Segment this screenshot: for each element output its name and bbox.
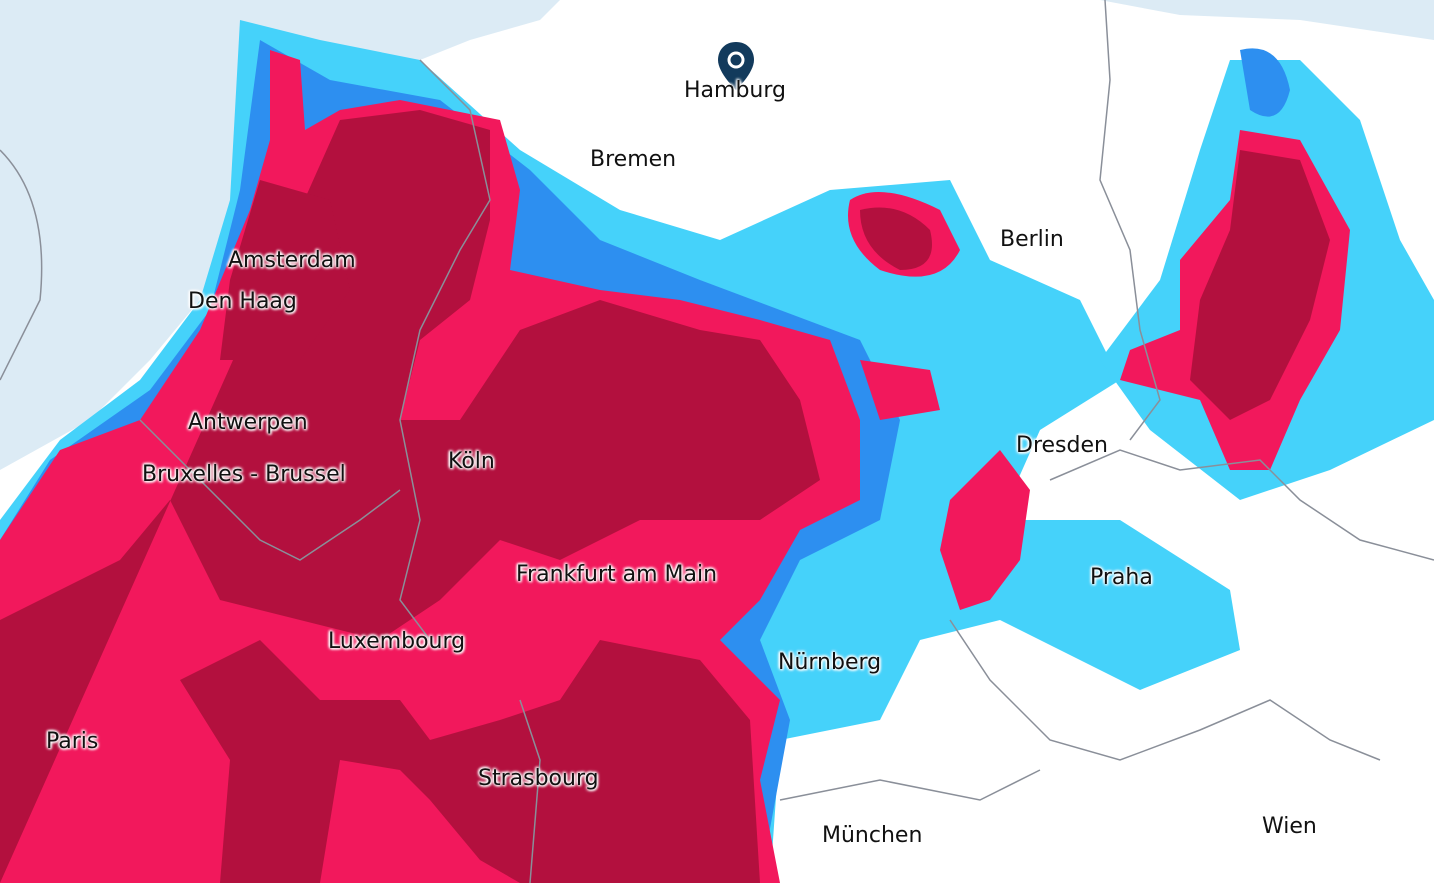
rain-heavy-small (860, 360, 940, 420)
city-label-hamburg: Hamburg (684, 78, 786, 103)
city-label-munchen: München (822, 823, 923, 848)
city-label-nurnberg: Nürnberg (778, 650, 882, 675)
rain-moderate-blob (1240, 48, 1290, 117)
city-label-praha: Praha (1090, 565, 1153, 590)
city-label-frankfurt: Frankfurt am Main (516, 562, 718, 587)
rain-very-heavy-nl (220, 180, 350, 360)
map-pin-icon[interactable] (716, 40, 756, 92)
sea (0, 0, 560, 470)
city-label-dresden: Dresden (1016, 433, 1108, 458)
city-label-strasbourg: Strasbourg (478, 766, 599, 791)
city-label-luxembourg: Luxembourg (328, 629, 466, 654)
city-label-antwerpen: Antwerpen (188, 410, 308, 435)
city-label-koln: Köln (448, 449, 495, 474)
rain-very-heavy (0, 110, 820, 883)
city-label-berlin: Berlin (1000, 227, 1064, 252)
city-label-bruxelles: Bruxelles - Brussel (142, 462, 346, 487)
city-label-amsterdam: Amsterdam (228, 248, 356, 273)
sea-baltic (1100, 0, 1434, 40)
city-label-wien: Wien (1262, 814, 1317, 839)
rain-heavy-dresden (940, 450, 1030, 610)
city-label-den-haag: Den Haag (188, 289, 297, 314)
rain-very-heavy-east (1190, 150, 1330, 420)
rain-very-heavy-blob (860, 207, 932, 270)
city-label-paris: Paris (46, 729, 99, 754)
city-label-bremen: Bremen (590, 147, 677, 172)
